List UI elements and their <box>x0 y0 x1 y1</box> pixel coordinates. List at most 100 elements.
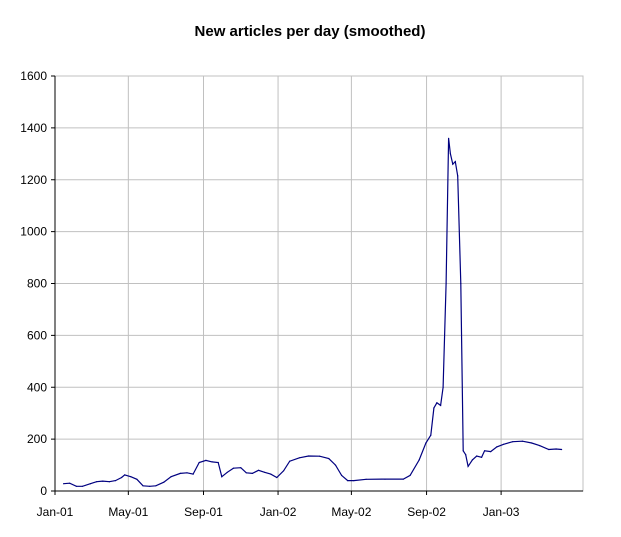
data-point <box>465 454 467 456</box>
data-point <box>192 473 194 475</box>
data-point <box>512 441 514 443</box>
y-tick-label: 1000 <box>20 225 47 239</box>
data-point <box>457 175 459 177</box>
data-point <box>445 282 447 285</box>
data-point <box>211 461 213 463</box>
data-point <box>490 451 492 453</box>
data-point <box>63 483 65 485</box>
data-point <box>449 153 451 155</box>
data-point <box>539 445 541 447</box>
data-point <box>555 448 557 450</box>
x-tick-label: Sep-02 <box>407 505 446 519</box>
data-point <box>531 442 533 444</box>
data-point <box>96 481 98 483</box>
x-tick-label: Jan-03 <box>483 505 520 519</box>
data-point <box>186 472 188 474</box>
data-point <box>365 478 367 480</box>
data-point <box>319 455 321 457</box>
data-point <box>353 480 355 482</box>
data-point <box>264 471 266 473</box>
y-tick-label: 800 <box>27 277 47 291</box>
data-point <box>136 478 138 480</box>
data-point <box>270 473 272 475</box>
data-point <box>462 450 464 452</box>
data-point <box>384 478 386 480</box>
data-point <box>240 467 242 469</box>
data-point <box>425 442 427 444</box>
y-tick-label: 1400 <box>20 121 47 135</box>
data-point <box>245 472 247 474</box>
data-point <box>130 476 132 478</box>
tick-labels: 0 200 400 600 800 1000 1200 1400 1600 Jan-01 May-0… <box>20 69 519 519</box>
data-point <box>328 458 330 460</box>
data-point <box>163 481 165 483</box>
data-point <box>289 460 291 462</box>
data-point <box>548 448 550 451</box>
data-point <box>418 459 420 461</box>
data-point <box>198 461 200 464</box>
y-tick-label: 1600 <box>20 69 47 83</box>
data-point <box>471 459 473 461</box>
series-layer <box>63 137 563 487</box>
data-point <box>170 476 172 478</box>
data-point <box>341 474 343 476</box>
data-point <box>142 485 144 487</box>
x-tick-label: Sep-01 <box>184 505 223 519</box>
data-point <box>484 450 486 452</box>
data-point <box>561 448 563 451</box>
data-point <box>347 480 349 482</box>
data-point <box>155 485 157 487</box>
series-line <box>63 138 562 487</box>
data-point <box>452 163 454 165</box>
data-point <box>149 485 151 487</box>
data-point <box>75 485 77 487</box>
data-point <box>124 474 126 476</box>
x-tick-label: Jan-01 <box>37 505 74 519</box>
data-point <box>442 386 444 388</box>
data-point <box>89 483 91 485</box>
data-point <box>69 482 71 484</box>
data-point <box>81 485 84 487</box>
x-tick-label: May-01 <box>108 505 148 519</box>
data-point <box>454 161 456 163</box>
data-point <box>402 478 404 480</box>
data-point <box>521 440 524 442</box>
data-point <box>179 472 181 474</box>
data-point <box>257 469 260 471</box>
data-point <box>436 402 438 404</box>
y-tick-label: 200 <box>27 432 47 446</box>
y-tick-label: 400 <box>27 380 47 394</box>
data-point <box>217 461 219 464</box>
data-point <box>121 476 123 479</box>
data-point <box>481 456 483 458</box>
data-point <box>496 446 498 448</box>
data-point <box>226 471 228 473</box>
y-tick-label: 0 <box>40 484 47 498</box>
data-point <box>276 476 278 479</box>
data-point <box>430 434 432 436</box>
gridlines <box>55 75 583 491</box>
data-point <box>440 404 442 406</box>
data-point <box>205 459 207 461</box>
data-point <box>102 480 104 482</box>
data-point <box>460 282 462 285</box>
x-tick-label: May-02 <box>331 505 371 519</box>
data-point <box>409 474 411 476</box>
axes <box>51 75 583 495</box>
y-tick-label: 1200 <box>20 173 47 187</box>
data-point <box>298 457 300 459</box>
data-point <box>476 455 478 457</box>
data-point <box>283 470 285 472</box>
data-point <box>467 465 469 467</box>
data-point <box>114 480 117 482</box>
x-tick-label: Jan-02 <box>260 505 297 519</box>
data-point <box>108 481 110 483</box>
y-tick-label: 600 <box>27 328 47 342</box>
data-point <box>433 407 435 409</box>
data-point <box>251 472 253 474</box>
data-point <box>232 467 234 469</box>
data-point <box>334 464 337 466</box>
data-point <box>448 137 450 139</box>
data-point <box>503 443 505 445</box>
